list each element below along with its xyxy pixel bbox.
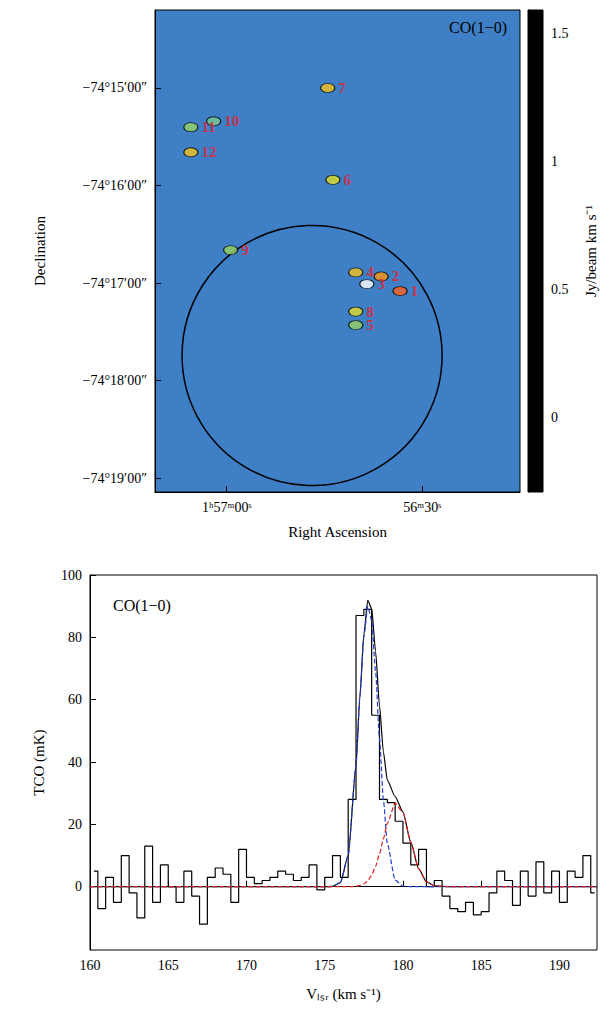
- svg-text:TCO (mK): TCO (mK): [31, 729, 48, 795]
- svg-text:10: 10: [224, 113, 239, 129]
- svg-text:80: 80: [68, 630, 82, 645]
- svg-text:−74°15′00″: −74°15′00″: [83, 80, 148, 95]
- svg-text:2: 2: [392, 268, 400, 284]
- svg-text:7: 7: [338, 80, 346, 96]
- svg-text:56ᵐ30ˢ: 56ᵐ30ˢ: [403, 500, 441, 515]
- svg-text:−74°16′00″: −74°16′00″: [83, 178, 148, 193]
- svg-text:180: 180: [392, 958, 413, 973]
- svg-text:CO(1−0): CO(1−0): [449, 19, 507, 37]
- svg-text:165: 165: [158, 958, 179, 973]
- svg-text:4: 4: [366, 264, 374, 280]
- svg-text:5: 5: [366, 317, 374, 334]
- svg-text:185: 185: [471, 958, 492, 973]
- svg-text:11: 11: [201, 119, 215, 135]
- svg-text:170: 170: [236, 958, 257, 973]
- svg-text:20: 20: [68, 817, 82, 832]
- svg-text:−74°19′00″: −74°19′00″: [83, 471, 148, 486]
- svg-text:1: 1: [411, 283, 419, 299]
- svg-text:6: 6: [344, 172, 352, 188]
- svg-text:9: 9: [241, 242, 249, 258]
- svg-text:Jy/beam km s⁻¹: Jy/beam km s⁻¹: [583, 205, 599, 297]
- svg-text:Right Ascension: Right Ascension: [288, 524, 387, 540]
- svg-text:40: 40: [68, 755, 82, 770]
- svg-text:0: 0: [551, 410, 558, 425]
- svg-text:60: 60: [68, 692, 82, 707]
- svg-text:175: 175: [314, 958, 335, 973]
- svg-text:1ʰ57ᵐ00ˢ: 1ʰ57ᵐ00ˢ: [202, 500, 251, 515]
- svg-text:−74°18′00″: −74°18′00″: [83, 373, 148, 388]
- svg-text:0.5: 0.5: [551, 282, 569, 297]
- svg-text:3: 3: [377, 276, 385, 292]
- svg-text:0: 0: [75, 879, 82, 894]
- svg-text:160: 160: [80, 958, 101, 973]
- svg-text:12: 12: [201, 144, 216, 160]
- svg-text:1: 1: [551, 154, 558, 169]
- svg-text:Vₗₛᵣ (km s⁻¹): Vₗₛᵣ (km s⁻¹): [306, 986, 380, 1003]
- svg-text:100: 100: [61, 568, 82, 583]
- svg-text:CO(1−0): CO(1−0): [113, 597, 171, 615]
- svg-text:−74°17′00″: −74°17′00″: [83, 276, 148, 291]
- svg-text:Declination: Declination: [32, 216, 48, 286]
- svg-text:8: 8: [366, 304, 374, 320]
- svg-text:1.5: 1.5: [551, 26, 569, 41]
- svg-text:190: 190: [549, 958, 570, 973]
